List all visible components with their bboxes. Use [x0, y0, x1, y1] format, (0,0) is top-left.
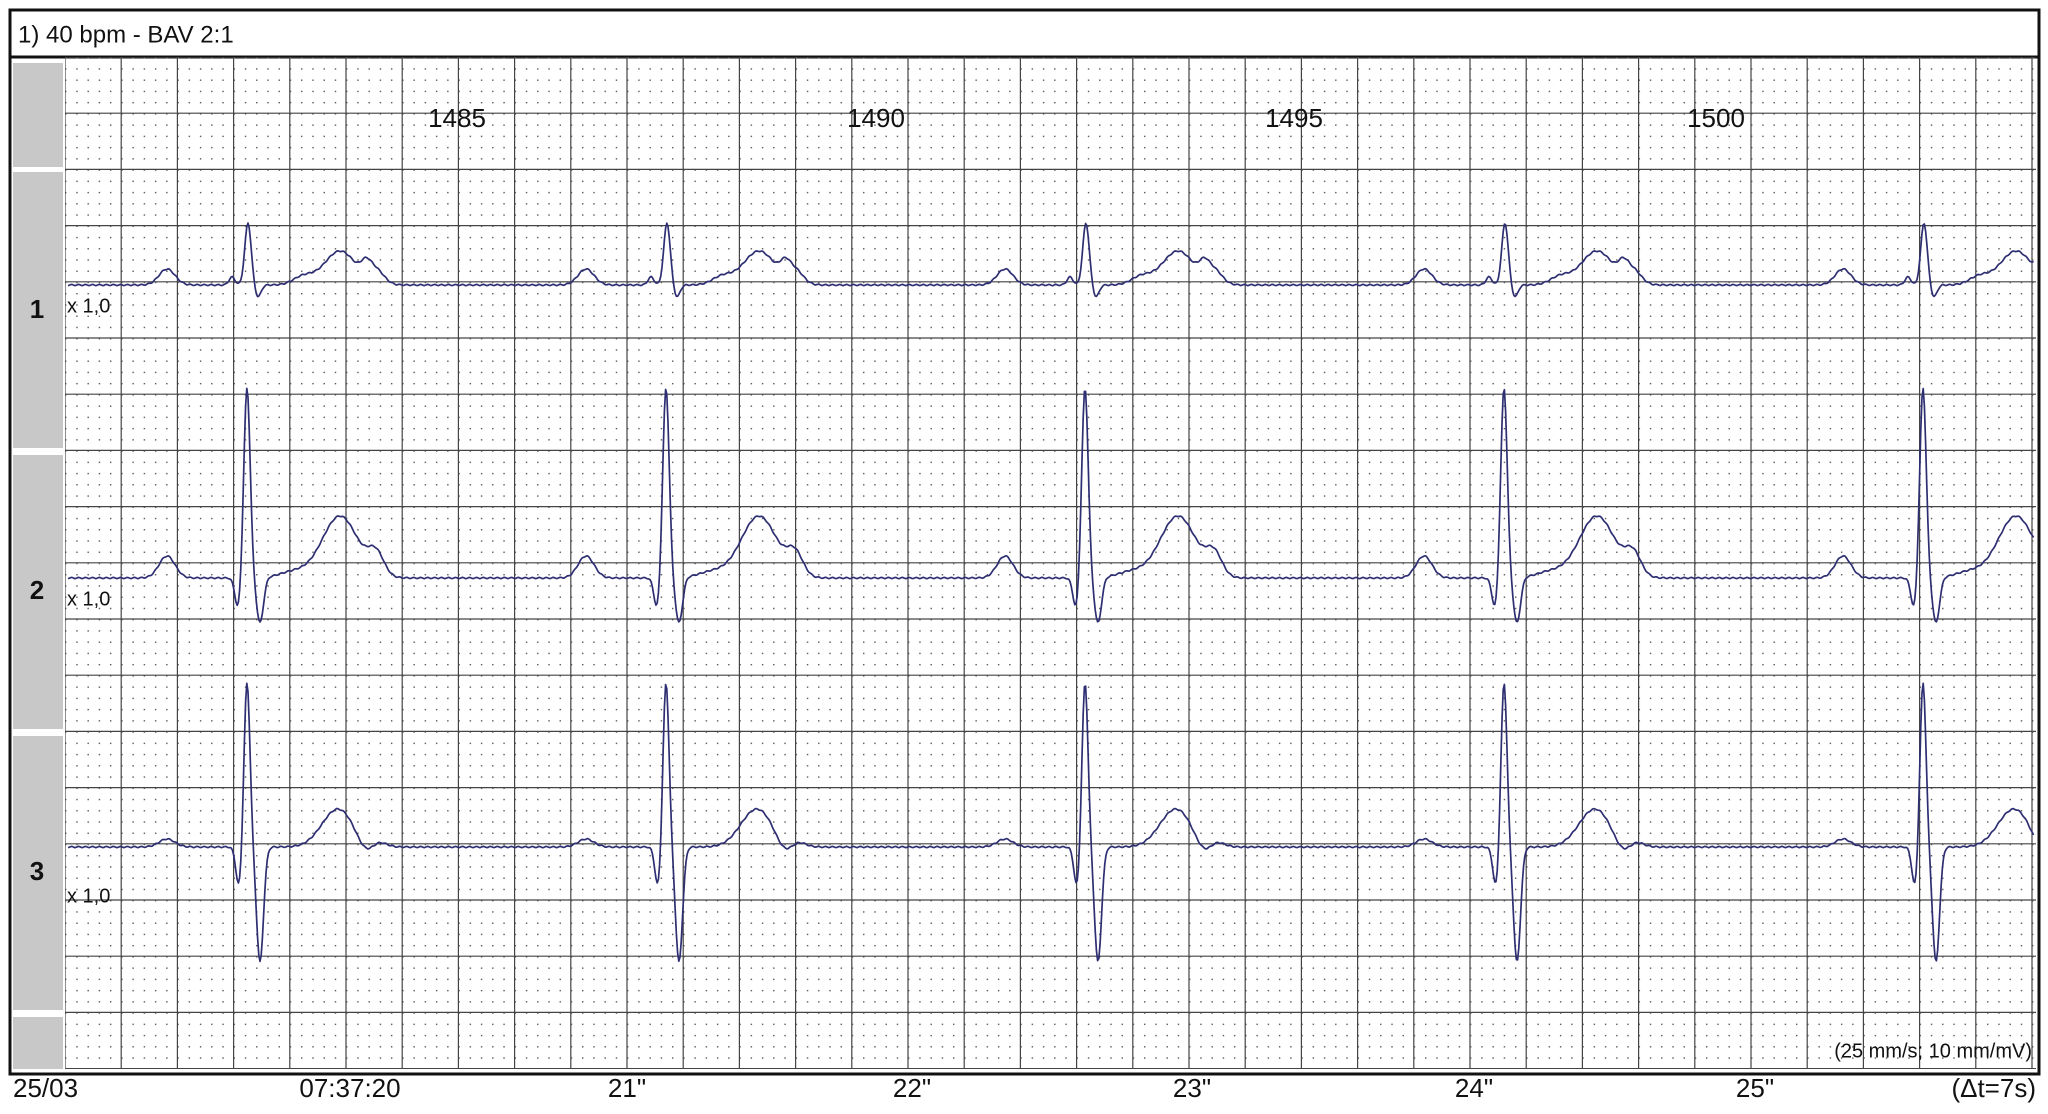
date-label: 25/03 [13, 1073, 78, 1103]
lead-label: 2 [30, 575, 44, 605]
beat-number: 1495 [1265, 103, 1323, 133]
span-label: (Δt=7s) [1951, 1073, 2036, 1103]
lead-label: 3 [30, 856, 44, 886]
lead-tab [13, 736, 63, 1010]
gain-label: x 1,0 [67, 588, 110, 610]
settings-label: (25 mm/s; 10 mm/mV) [1834, 1040, 2032, 1062]
traces [67, 222, 2035, 963]
lead-tab [13, 455, 63, 729]
gain-label: x 1,0 [67, 295, 110, 317]
gain-label: x 1,0 [67, 885, 110, 907]
time-label: 24" [1455, 1073, 1493, 1103]
ecg-trace [67, 387, 2035, 623]
time-label: 23" [1173, 1073, 1211, 1103]
beat-number: 1500 [1687, 103, 1745, 133]
time-label: 22" [893, 1073, 931, 1103]
time-label: 25" [1736, 1073, 1774, 1103]
time-label: 07:37:20 [299, 1073, 400, 1103]
lead-tab [13, 63, 63, 167]
lead-tab [13, 1017, 63, 1069]
grid [65, 57, 2036, 1069]
beat-number: 1490 [847, 103, 905, 133]
lead-label: 1 [30, 294, 44, 324]
title: 1) 40 bpm - BAV 2:1 [18, 21, 234, 48]
beat-number: 1485 [428, 103, 486, 133]
ecg-trace [67, 682, 2035, 963]
lead-tab [13, 172, 63, 448]
time-label: 21" [608, 1073, 646, 1103]
ecg-trace [67, 222, 2034, 298]
lead-column [13, 63, 63, 1069]
